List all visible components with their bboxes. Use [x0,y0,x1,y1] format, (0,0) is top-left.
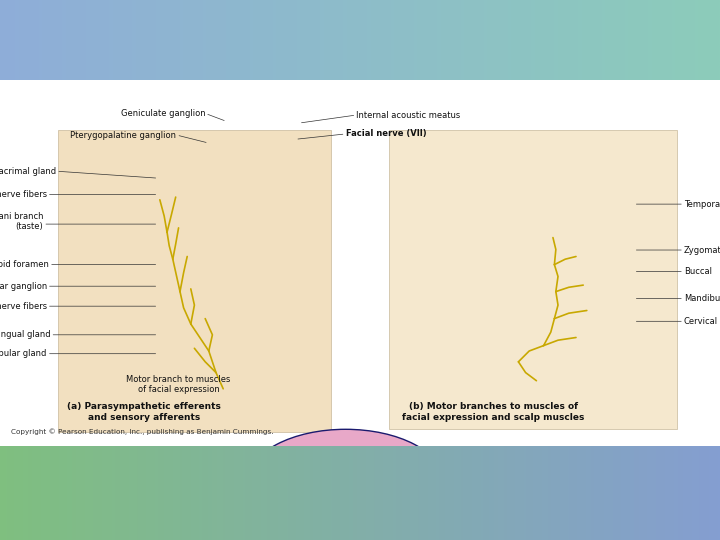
Bar [58,130,331,432]
Text: Submandibular ganglion: Submandibular ganglion [0,282,47,291]
Ellipse shape [248,429,443,532]
Text: (a) Parasympathetic efferents
and sensory afferents: (a) Parasympathetic efferents and sensor… [67,402,221,422]
Text: Stylomastoid foramen: Stylomastoid foramen [0,260,49,269]
Text: Mandibular: Mandibular [684,294,720,303]
Text: Chorda tympani branch
(taste): Chorda tympani branch (taste) [0,212,43,231]
Text: Submandibular gland: Submandibular gland [0,349,47,358]
Text: Copyright © Pearson Education, Inc., publishing as Benjamin Cummings.: Copyright © Pearson Education, Inc., pub… [11,429,274,435]
Bar [0,94,720,460]
Text: Facial nerve (VII): Facial nerve (VII) [346,130,426,138]
Text: Lacrimal gland: Lacrimal gland [0,167,56,176]
Text: Sublingual gland: Sublingual gland [0,330,50,339]
Text: Pterygopalatine ganglion: Pterygopalatine ganglion [71,131,176,139]
Bar [389,130,677,429]
Text: Geniculate ganglion: Geniculate ganglion [120,109,205,118]
Text: (b) Motor branches to muscles of
facial expression and scalp muscles: (b) Motor branches to muscles of facial … [402,402,585,422]
Text: Internal acoustic meatus: Internal acoustic meatus [356,111,461,119]
Text: Parasympathetic nerve fibers: Parasympathetic nerve fibers [0,302,47,310]
Ellipse shape [29,5,180,72]
Text: Zygomatic: Zygomatic [684,246,720,254]
Ellipse shape [389,451,612,537]
Text: Cervical: Cervical [684,317,718,326]
Text: Motor branch to muscles
of facial expression: Motor branch to muscles of facial expres… [127,375,230,394]
Text: Human Anatomy, Frolich, Head/Neck IV:  Cranial Nerves: Human Anatomy, Frolich, Head/Neck IV: Cr… [13,504,384,517]
Text: Buccal: Buccal [684,267,712,276]
Text: Temporal: Temporal [684,200,720,208]
Text: Parasympathetic nerve fibers: Parasympathetic nerve fibers [0,190,47,199]
